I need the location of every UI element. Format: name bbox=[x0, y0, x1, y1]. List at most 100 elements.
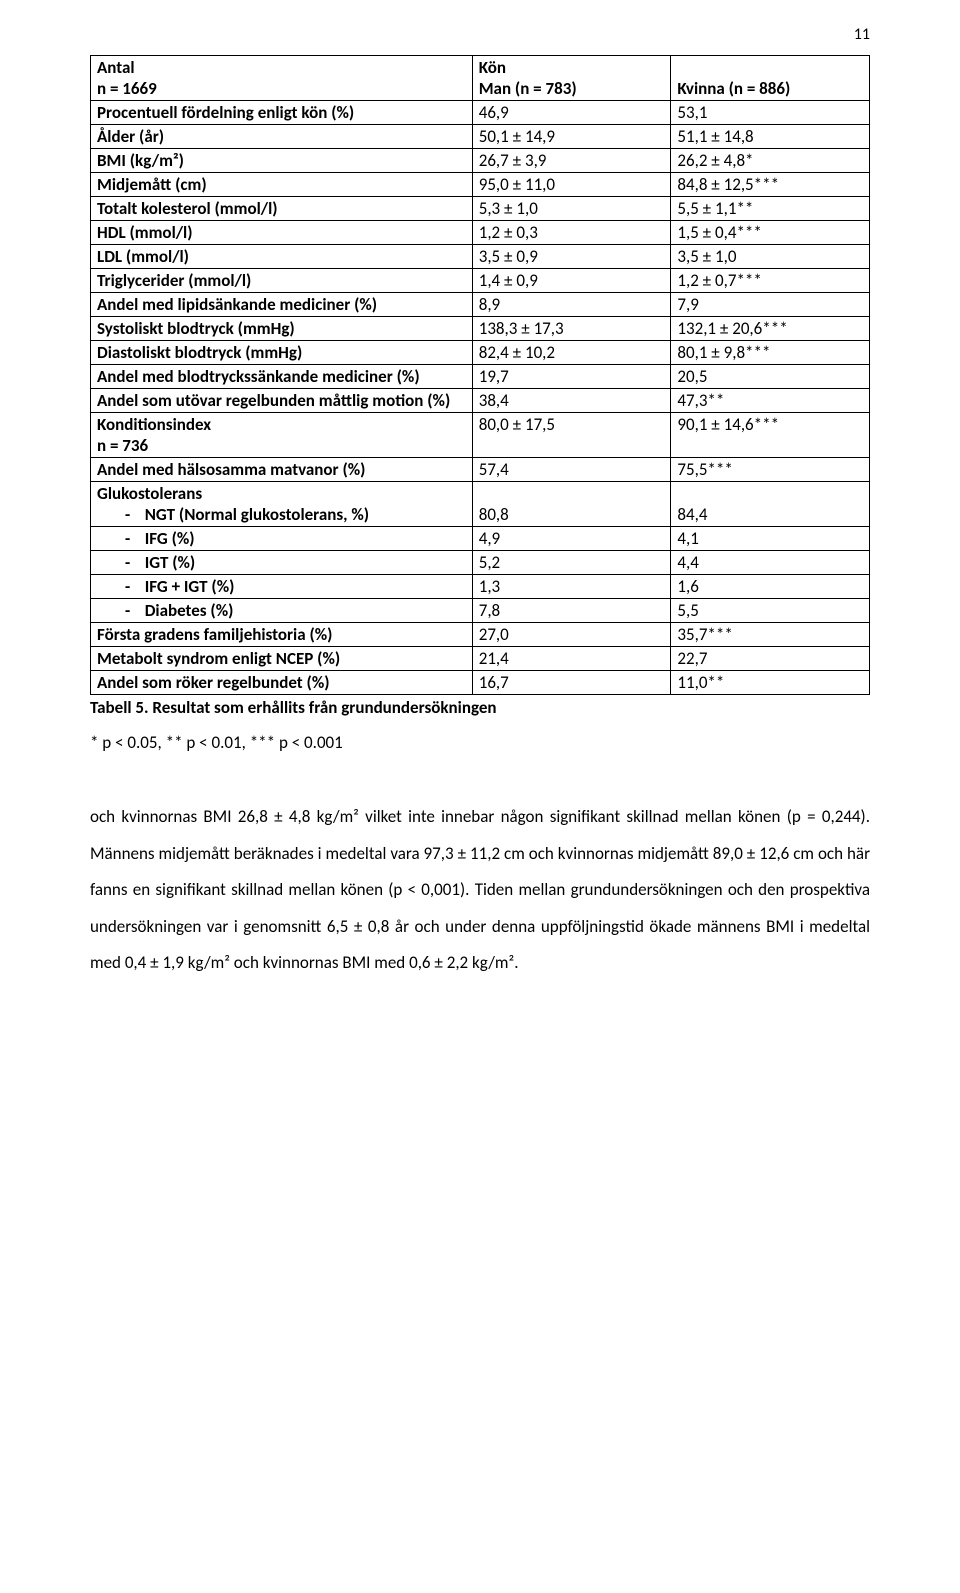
row-label: Procentuell fördelning enligt kön (%) bbox=[91, 101, 473, 125]
glukos-sub-0: - NGT (Normal glukostolerans, %) bbox=[97, 504, 369, 525]
row-value-kvinna: 1,5 ± 0,4*** bbox=[671, 221, 870, 245]
row-label: Andel med blodtryckssänkande mediciner (… bbox=[91, 365, 473, 389]
header-kon-man: Kön Man (n = 783) bbox=[472, 56, 671, 101]
row-value-kvinna: 47,3** bbox=[671, 389, 870, 413]
row-label: Triglycerider (mmol/l) bbox=[91, 269, 473, 293]
glukos-row-0: Glukostolerans - NGT (Normal glukostoler… bbox=[91, 482, 870, 527]
row-value-man: 4,9 bbox=[472, 527, 671, 551]
glukos-sub-label: - IGT (%) bbox=[91, 551, 473, 575]
row-value-kvinna: 3,5 ± 1,0 bbox=[671, 245, 870, 269]
table-row: - IGT (%)5,24,4 bbox=[91, 551, 870, 575]
page-number: 11 bbox=[854, 25, 870, 44]
row-value-man: 38,4 bbox=[472, 389, 671, 413]
row-value-man: 46,9 bbox=[472, 101, 671, 125]
row-label: Andel med lipidsänkande mediciner (%) bbox=[91, 293, 473, 317]
table-row: Andel som röker regelbundet (%)16,711,0*… bbox=[91, 671, 870, 695]
row-value-kvinna: 35,7*** bbox=[671, 623, 870, 647]
glukos-v2-0: 84,4 bbox=[671, 482, 870, 527]
table-row: Andel som utövar regelbunden måttlig mot… bbox=[91, 389, 870, 413]
table-row: Andel med blodtryckssänkande mediciner (… bbox=[91, 365, 870, 389]
row-value-kvinna: 4,1 bbox=[671, 527, 870, 551]
table-row: Ålder (år)50,1 ± 14,951,1 ± 14,8 bbox=[91, 125, 870, 149]
glukos-label-cell: Glukostolerans - NGT (Normal glukostoler… bbox=[91, 482, 473, 527]
table-row: Andel med lipidsänkande mediciner (%)8,9… bbox=[91, 293, 870, 317]
glukos-sub-label: - IFG + IGT (%) bbox=[91, 575, 473, 599]
row-value-kvinna: 11,0** bbox=[671, 671, 870, 695]
header-antal-line1: Antal bbox=[97, 57, 135, 78]
row-value-kvinna: 84,8 ± 12,5*** bbox=[671, 173, 870, 197]
row-value-kvinna: 26,2 ± 4,8* bbox=[671, 149, 870, 173]
header-antal-line2: n = 1669 bbox=[97, 78, 157, 99]
row-value-man: 57,4 bbox=[472, 458, 671, 482]
row-value-man: 26,7 ± 3,9 bbox=[472, 149, 671, 173]
table-caption: Tabell 5. Resultat som erhållits från gr… bbox=[90, 697, 870, 718]
row-value-kvinna: 20,5 bbox=[671, 365, 870, 389]
row-value-man: 1,2 ± 0,3 bbox=[472, 221, 671, 245]
row-label: BMI (kg/m²) bbox=[91, 149, 473, 173]
header-antal: Antal n = 1669 bbox=[91, 56, 473, 101]
header-man: Man (n = 783) bbox=[479, 78, 577, 99]
row-label: Andel som röker regelbundet (%) bbox=[91, 671, 473, 695]
body-paragraph: och kvinnornas BMI 26,8 ± 4,8 kg/m² vilk… bbox=[90, 799, 870, 982]
row-value-kvinna: 4,4 bbox=[671, 551, 870, 575]
glukos-sub-label: - Diabetes (%) bbox=[91, 599, 473, 623]
row-label: Ålder (år) bbox=[91, 125, 473, 149]
row-label: HDL (mmol/l) bbox=[91, 221, 473, 245]
row-label: LDL (mmol/l) bbox=[91, 245, 473, 269]
data-table: Antal n = 1669 Kön Man (n = 783) Kvinna … bbox=[90, 55, 870, 695]
row-value-kvinna: 22,7 bbox=[671, 647, 870, 671]
table-row: - IFG (%)4,94,1 bbox=[91, 527, 870, 551]
table-header-row: Antal n = 1669 Kön Man (n = 783) Kvinna … bbox=[91, 56, 870, 101]
row-value-man: 95,0 ± 11,0 bbox=[472, 173, 671, 197]
row-value-man: 19,7 bbox=[472, 365, 671, 389]
table-row: HDL (mmol/l)1,2 ± 0,31,5 ± 0,4*** bbox=[91, 221, 870, 245]
row-value-kvinna: 53,1 bbox=[671, 101, 870, 125]
table-row: Konditionsindexn = 73680,0 ± 17,590,1 ± … bbox=[91, 413, 870, 458]
row-value-man: 82,4 ± 10,2 bbox=[472, 341, 671, 365]
table-row: - IFG + IGT (%)1,31,6 bbox=[91, 575, 870, 599]
header-kvinna: Kvinna (n = 886) bbox=[671, 56, 870, 101]
glukos-v1-0-val: 80,8 bbox=[479, 504, 509, 525]
header-kon: Kön bbox=[479, 57, 506, 78]
table-row: Första gradens familjehistoria (%)27,035… bbox=[91, 623, 870, 647]
glukos-sub-0-label: NGT (Normal glukostolerans, %) bbox=[145, 504, 369, 525]
table-row: Triglycerider (mmol/l)1,4 ± 0,91,2 ± 0,7… bbox=[91, 269, 870, 293]
row-value-man: 50,1 ± 14,9 bbox=[472, 125, 671, 149]
page: 11 Antal n = 1669 Kön Man (n = 783) Kvin… bbox=[0, 0, 960, 1593]
row-value-kvinna: 5,5 ± 1,1** bbox=[671, 197, 870, 221]
row-label: Andel som utövar regelbunden måttlig mot… bbox=[91, 389, 473, 413]
row-value-kvinna: 1,6 bbox=[671, 575, 870, 599]
table-row: BMI (kg/m²)26,7 ± 3,926,2 ± 4,8* bbox=[91, 149, 870, 173]
glukos-v2-0-val: 84,4 bbox=[677, 504, 707, 525]
row-label: Midjemått (cm) bbox=[91, 173, 473, 197]
row-value-kvinna: 90,1 ± 14,6*** bbox=[671, 413, 870, 458]
row-label: Systoliskt blodtryck (mmHg) bbox=[91, 317, 473, 341]
row-value-man: 5,3 ± 1,0 bbox=[472, 197, 671, 221]
row-label: Första gradens familjehistoria (%) bbox=[91, 623, 473, 647]
row-value-man: 5,2 bbox=[472, 551, 671, 575]
glukos-sub-label: - IFG (%) bbox=[91, 527, 473, 551]
row-value-man: 138,3 ± 17,3 bbox=[472, 317, 671, 341]
table-row: Midjemått (cm)95,0 ± 11,084,8 ± 12,5*** bbox=[91, 173, 870, 197]
row-value-kvinna: 51,1 ± 14,8 bbox=[671, 125, 870, 149]
table-row: Diastoliskt blodtryck (mmHg)82,4 ± 10,28… bbox=[91, 341, 870, 365]
table-row: Systoliskt blodtryck (mmHg)138,3 ± 17,31… bbox=[91, 317, 870, 341]
glukos-v1-0: 80,8 bbox=[472, 482, 671, 527]
row-value-kvinna: 1,2 ± 0,7*** bbox=[671, 269, 870, 293]
row-label: Diastoliskt blodtryck (mmHg) bbox=[91, 341, 473, 365]
table-row: Totalt kolesterol (mmol/l)5,3 ± 1,05,5 ±… bbox=[91, 197, 870, 221]
p-value-note: * p < 0.05, ** p < 0.01, *** p < 0.001 bbox=[90, 732, 870, 753]
table-row: Procentuell fördelning enligt kön (%)46,… bbox=[91, 101, 870, 125]
row-value-man: 7,8 bbox=[472, 599, 671, 623]
row-value-man: 16,7 bbox=[472, 671, 671, 695]
row-value-kvinna: 80,1 ± 9,8*** bbox=[671, 341, 870, 365]
row-value-kvinna: 5,5 bbox=[671, 599, 870, 623]
table-row: - Diabetes (%)7,85,5 bbox=[91, 599, 870, 623]
row-value-man: 3,5 ± 0,9 bbox=[472, 245, 671, 269]
row-value-kvinna: 7,9 bbox=[671, 293, 870, 317]
row-value-man: 27,0 bbox=[472, 623, 671, 647]
row-label: Konditionsindexn = 736 bbox=[91, 413, 473, 458]
glukos-header: Glukostolerans bbox=[97, 483, 202, 504]
table-row: LDL (mmol/l)3,5 ± 0,93,5 ± 1,0 bbox=[91, 245, 870, 269]
row-label: Metabolt syndrom enligt NCEP (%) bbox=[91, 647, 473, 671]
